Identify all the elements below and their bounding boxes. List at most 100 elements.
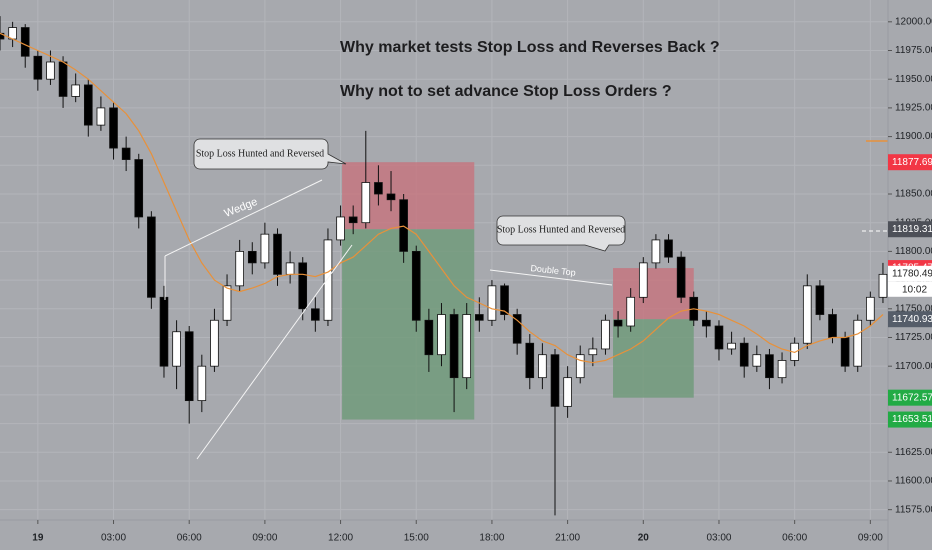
price-tag-label: 11780.49 bbox=[892, 268, 932, 279]
candle-body bbox=[184, 331, 194, 402]
candle-body bbox=[765, 354, 774, 379]
candle-body bbox=[613, 319, 623, 327]
candle-body bbox=[626, 296, 635, 327]
candle-body bbox=[727, 342, 736, 350]
x-tick-label: 03:00 bbox=[706, 533, 731, 544]
axes: 11575.0011600.0011625.0011650.0011675.00… bbox=[32, 16, 932, 544]
price-tag-label: 11877.69 bbox=[892, 157, 932, 168]
pattern-label: Double Top bbox=[530, 263, 576, 278]
candle-body bbox=[121, 147, 131, 160]
wedge-line bbox=[196, 244, 353, 460]
candle-body bbox=[20, 27, 30, 57]
candle-body bbox=[361, 182, 371, 224]
drawings bbox=[164, 138, 888, 460]
countdown: 10:02 bbox=[902, 284, 927, 295]
annotation: Why market tests Stop Loss and Reverses … bbox=[340, 39, 720, 56]
price-tag bbox=[888, 411, 932, 428]
callout-box bbox=[193, 138, 347, 170]
candle-body bbox=[638, 262, 648, 298]
candle-body bbox=[538, 354, 547, 379]
x-tick-label: 09:00 bbox=[858, 533, 883, 544]
candle-body bbox=[739, 342, 749, 367]
candle-body bbox=[386, 193, 396, 201]
candle-body bbox=[247, 250, 257, 264]
candle-body bbox=[828, 314, 837, 338]
price-tag bbox=[888, 221, 932, 238]
y-tick-label: 11900.00 bbox=[895, 131, 932, 142]
candle-body bbox=[512, 314, 522, 344]
candle-body bbox=[575, 354, 585, 379]
x-tick-label: 19 bbox=[32, 533, 44, 544]
candle-body bbox=[159, 296, 169, 367]
candle-body bbox=[487, 285, 497, 321]
y-tick-label: 11850.00 bbox=[895, 189, 932, 200]
y-tick-label: 11625.00 bbox=[895, 447, 932, 458]
candle-body bbox=[588, 348, 598, 356]
candle-body bbox=[83, 84, 93, 126]
candle-body bbox=[462, 314, 472, 379]
x-tick-label: 21:00 bbox=[555, 533, 580, 544]
candle-body bbox=[840, 337, 850, 367]
candle-body bbox=[702, 319, 711, 327]
x-tick-label: 18:00 bbox=[479, 533, 504, 544]
y-tick-label: 11700.00 bbox=[895, 361, 932, 372]
callout-text: Stop Loss Hunted and Reversed bbox=[497, 224, 625, 235]
callout-box bbox=[496, 215, 626, 252]
candle-body bbox=[33, 55, 43, 80]
candle-body bbox=[197, 365, 207, 402]
y-tick-label: 12000.00 bbox=[895, 16, 932, 27]
price-tag bbox=[888, 389, 932, 406]
price-tag-label: 11819.31 bbox=[892, 224, 932, 235]
candle-body bbox=[601, 319, 610, 350]
candle-body bbox=[878, 273, 888, 298]
candle-body bbox=[147, 216, 156, 298]
y-tick-label: 11725.00 bbox=[895, 332, 932, 343]
candle-body bbox=[96, 107, 106, 126]
candle-body bbox=[651, 239, 661, 264]
candle-body bbox=[563, 377, 572, 407]
candle-body bbox=[222, 285, 232, 321]
candle-body bbox=[411, 250, 421, 321]
candle-body bbox=[866, 296, 875, 321]
candle-body bbox=[777, 360, 787, 379]
double-top-line bbox=[489, 269, 613, 286]
x-tick-label: 06:00 bbox=[782, 533, 807, 544]
candle-body bbox=[802, 285, 812, 344]
candle-body bbox=[475, 314, 484, 321]
candle-body bbox=[676, 256, 686, 298]
price-tag bbox=[888, 265, 932, 282]
candle-body bbox=[752, 354, 762, 367]
candle-body bbox=[550, 354, 560, 407]
candle-body bbox=[853, 319, 863, 367]
x-tick-label: 20 bbox=[638, 533, 650, 544]
y-tick-label: 11925.00 bbox=[895, 103, 932, 114]
y-tick-label: 11575.00 bbox=[895, 504, 932, 515]
annotations: Why market tests Stop Loss and Reverses … bbox=[196, 39, 720, 278]
annotation: Why not to set advance Stop Loss Orders … bbox=[340, 83, 672, 100]
x-tick-label: 06:00 bbox=[177, 533, 202, 544]
price-tag-label: 11653.51 bbox=[892, 414, 932, 425]
candle-body bbox=[109, 107, 118, 149]
candle-body bbox=[336, 216, 345, 241]
candle-body bbox=[134, 159, 144, 218]
candle-body bbox=[311, 308, 320, 321]
candle-body bbox=[58, 61, 68, 97]
callout-text: Stop Loss Hunted and Reversed bbox=[196, 148, 324, 159]
x-tick-label: 15:00 bbox=[404, 533, 429, 544]
y-tick-label: 11600.00 bbox=[895, 476, 932, 487]
x-tick-label: 12:00 bbox=[328, 533, 353, 544]
x-tick-label: 03:00 bbox=[101, 533, 126, 544]
candle-body bbox=[714, 325, 724, 350]
candle-body bbox=[210, 319, 219, 367]
candle-body bbox=[500, 285, 509, 315]
candle-body bbox=[424, 319, 434, 356]
y-tick-label: 11750.00 bbox=[895, 303, 932, 314]
candle-body bbox=[374, 182, 383, 195]
price-tag-label: 11672.57 bbox=[892, 392, 932, 403]
candle-body bbox=[525, 342, 535, 379]
wedge-line bbox=[164, 179, 323, 257]
y-tick-label: 11975.00 bbox=[895, 45, 932, 56]
candle-body bbox=[46, 61, 55, 80]
y-tick-label: 11800.00 bbox=[895, 246, 932, 257]
